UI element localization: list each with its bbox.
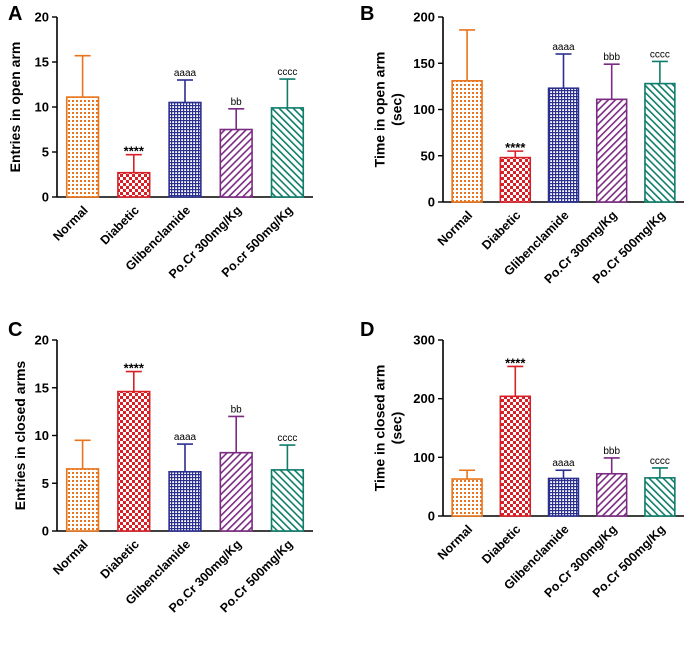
bar-4 (595, 98, 628, 203)
category-label: Normal (435, 208, 475, 248)
significance-label: bbb (603, 52, 620, 63)
y-axis-title: (sec) (389, 93, 405, 126)
bar-3 (168, 470, 202, 532)
y-tick-label: 5 (42, 145, 49, 160)
significance-label: bb (231, 404, 243, 415)
significance-label: cccc (277, 67, 297, 78)
bar-1 (65, 468, 100, 532)
y-axis-title: Entries in open arm (7, 42, 23, 173)
significance-label: bbb (603, 446, 620, 457)
panel-label: A (8, 3, 22, 25)
significance-label: **** (505, 355, 526, 370)
bar-2 (499, 395, 532, 517)
bar-3 (547, 477, 580, 517)
bar-3 (168, 101, 202, 198)
y-tick-label: 0 (428, 195, 435, 210)
bar-1 (65, 96, 100, 198)
y-tick-label: 20 (35, 10, 49, 25)
significance-label: **** (124, 144, 145, 159)
significance-label: aaaa (174, 432, 197, 443)
panel-b: B 0 50 100 150 200 Time in open arm (sec) Normal… (360, 3, 684, 286)
y-tick-label: 150 (413, 56, 435, 71)
category-label: Normal (435, 522, 475, 562)
panel-label: B (360, 3, 374, 25)
y-axis-title: Entries in closed arms (12, 361, 28, 511)
y-tick-label: 200 (413, 391, 435, 406)
bar-3 (547, 87, 580, 203)
significance-label: cccc (277, 433, 297, 444)
bar-5 (644, 82, 676, 203)
significance-label: bb (231, 97, 243, 108)
bar-2 (117, 390, 151, 532)
y-tick-label: 20 (35, 333, 49, 348)
bar-4 (595, 472, 628, 517)
panel-a: A 0 5 10 15 20 Entries in open arm Normal **** Di… (7, 3, 313, 281)
bar-5 (270, 107, 305, 198)
category-label: Normal (50, 203, 90, 243)
bar-4 (219, 128, 253, 198)
y-tick-label: 15 (35, 380, 49, 395)
significance-label: aaaa (552, 458, 575, 469)
bar-1 (451, 478, 483, 517)
category-label: Diabetic (98, 537, 142, 581)
panel-label: D (360, 319, 374, 341)
y-axis-title: Time in closed arm (372, 365, 388, 492)
bar-4 (219, 451, 253, 532)
y-axis-title: Time in open arm (372, 52, 388, 168)
category-label: Diabetic (479, 208, 523, 252)
panels: A 0 5 10 15 20 Entries in open arm Normal **** Di… (7, 3, 684, 615)
y-tick-label: 0 (428, 509, 435, 524)
y-tick-label: 300 (413, 333, 435, 348)
y-tick-label: 10 (35, 428, 49, 443)
panel-d: D 0 100 200 300 Time in closed arm (sec) Normal… (360, 319, 684, 600)
bar-1 (451, 80, 483, 203)
y-tick-label: 200 (413, 10, 435, 25)
category-label: Diabetic (479, 522, 523, 566)
panel-label: C (8, 319, 22, 341)
y-axis-title: (sec) (389, 412, 405, 445)
category-label: Diabetic (98, 203, 142, 247)
bar-2 (117, 171, 151, 198)
y-tick-label: 0 (42, 524, 49, 539)
y-tick-label: 50 (421, 148, 435, 163)
y-tick-label: 100 (413, 450, 435, 465)
y-tick-label: 5 (42, 476, 49, 491)
y-tick-label: 100 (413, 102, 435, 117)
significance-label: aaaa (552, 42, 575, 53)
bar-2 (499, 156, 532, 203)
y-tick-label: 10 (35, 100, 49, 115)
significance-label: cccc (650, 49, 670, 60)
y-tick-label: 15 (35, 55, 49, 70)
category-label: Normal (50, 537, 90, 577)
significance-label: **** (505, 140, 526, 155)
bar-5 (270, 469, 305, 532)
significance-label: **** (124, 361, 145, 376)
y-tick-label: 0 (42, 190, 49, 205)
significance-label: aaaa (174, 68, 197, 79)
significance-label: cccc (650, 456, 670, 467)
panel-c: C 0 5 10 15 20 Entries in closed arms Normal ***… (8, 319, 313, 615)
bar-5 (644, 477, 676, 517)
